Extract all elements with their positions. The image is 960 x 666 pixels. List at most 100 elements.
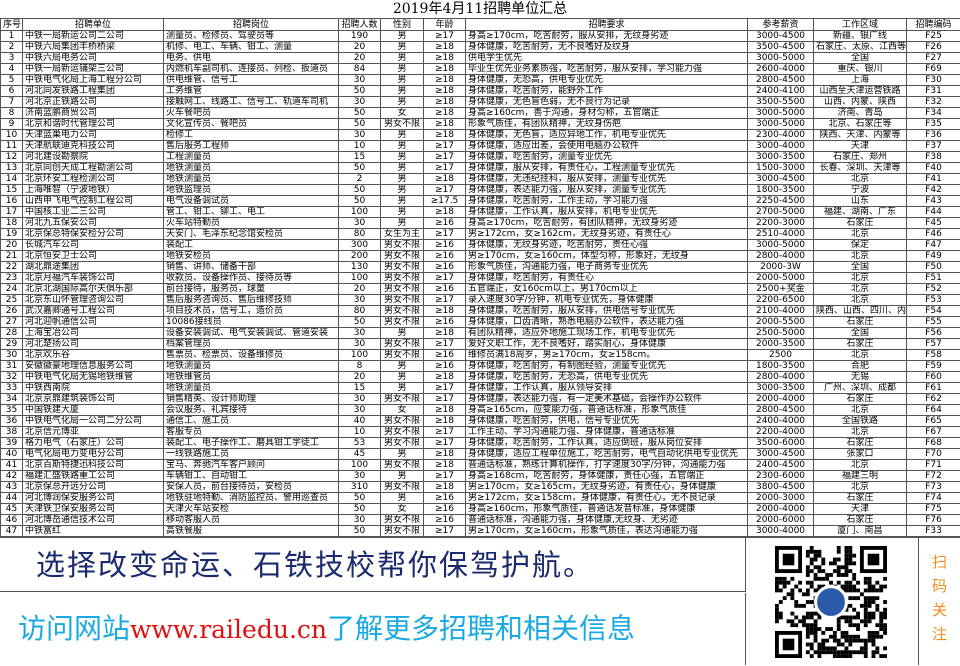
cell-region: 长春、深圳、天津等 xyxy=(814,163,907,174)
cell-salary: 3000-4500 xyxy=(748,31,814,42)
cell-company: 格力电气（石家庄）公司 xyxy=(23,438,164,449)
cell-company: 福建汇盛铁路重工公司 xyxy=(23,471,164,482)
cell-region: 北京 xyxy=(814,295,907,306)
cell-age: ≥16 xyxy=(424,515,466,526)
cell-headcount: 15 xyxy=(339,383,381,394)
cell-region: 北京 xyxy=(814,460,907,471)
cell-index: 20 xyxy=(1,240,23,251)
cell-region: 石家庄 xyxy=(814,339,907,350)
cell-index: 44 xyxy=(1,493,23,504)
cell-age: ≥18 xyxy=(424,372,466,383)
cell-index: 24 xyxy=(1,284,23,295)
slogan-text: 选择改变命运、石铁技校帮你保驾护航。 xyxy=(0,538,746,592)
cell-company: 北京京鼎建筑装饰公司 xyxy=(23,394,164,405)
cell-headcount: 50 xyxy=(339,504,381,515)
cell-gender: 男 xyxy=(381,163,424,174)
cell-age: ≥17 xyxy=(424,438,466,449)
cell-gender: 男 xyxy=(381,152,424,163)
cell-code: F37 xyxy=(907,141,960,152)
cell-position: 销售、讲师、储备干部 xyxy=(164,262,339,273)
cell-age: ≥16 xyxy=(424,218,466,229)
cell-gender: 男 xyxy=(381,449,424,460)
cell-salary: 1500-3000 xyxy=(748,163,814,174)
cell-region: 福建、湖南、广东 xyxy=(814,207,907,218)
cell-headcount: 80 xyxy=(339,306,381,317)
cell-company: 中国铁建大厦 xyxy=(23,405,164,416)
cell-age: ≥17 xyxy=(424,383,466,394)
cell-age: ≥18 xyxy=(424,405,466,416)
cell-index: 6 xyxy=(1,86,23,97)
cell-gender: 女 xyxy=(381,108,424,119)
cell-salary: 2000-3500 xyxy=(748,339,814,350)
cell-index: 17 xyxy=(1,207,23,218)
cell-requirements: 五官端正，女160cm以上，男170cm以上 xyxy=(466,284,748,295)
cell-age: ≥18 xyxy=(424,119,466,130)
cell-index: 23 xyxy=(1,273,23,284)
cell-code: F38 xyxy=(907,152,960,163)
cell-salary: 2200-4000 xyxy=(748,427,814,438)
cell-region: 全国铁路 xyxy=(814,416,907,427)
cell-index: 34 xyxy=(1,394,23,405)
cell-gender: 男 xyxy=(381,75,424,86)
cell-position: 安保人员，前台接待员，安检员 xyxy=(164,482,339,493)
cell-gender: 男女不限 xyxy=(381,515,424,526)
cell-headcount: 130 xyxy=(339,262,381,273)
cell-age: ≥17 xyxy=(424,141,466,152)
website-link[interactable]: www.railedu.cn xyxy=(130,615,327,644)
cell-region: 山东 xyxy=(814,196,907,207)
cell-company: 北京北湖国际高尔夫俱乐部 xyxy=(23,284,164,295)
cell-age: ≥16 xyxy=(424,262,466,273)
cell-requirements: 男≥170cm，女≥160cm，体型匀称，形象好，无纹身 xyxy=(466,251,748,262)
cell-age: ≥17 xyxy=(424,163,466,174)
cell-gender: 女生为主 xyxy=(381,229,424,240)
cell-index: 45 xyxy=(1,504,23,515)
cell-gender: 男女不限 xyxy=(381,482,424,493)
cell-company: 河北迎帆通信公司 xyxy=(23,317,164,328)
cell-position: 10086接线员 xyxy=(164,317,339,328)
cell-company: 中铁富红 xyxy=(23,526,164,537)
cell-gender: 男 xyxy=(381,383,424,394)
follow-char: 码 xyxy=(919,574,960,598)
column-header-code: 招聘编码 xyxy=(907,19,960,31)
cell-salary: 2000-3W xyxy=(748,262,814,273)
cell-region: 山西至天津运营铁路 xyxy=(814,86,907,97)
cell-company: 武汉嘉卿通号工程公司 xyxy=(23,306,164,317)
cell-headcount: 30 xyxy=(339,130,381,141)
cell-gender: 男 xyxy=(381,42,424,53)
cell-position: 前台接待，服务员，球童 xyxy=(164,284,339,295)
cell-position: 一线铁路施工员 xyxy=(164,449,339,460)
cell-requirements: 身高≥165cm，应变能力强，普通话标准，形象气质佳 xyxy=(466,405,748,416)
cell-company: 河北九五保安公司 xyxy=(23,218,164,229)
cell-requirements: 录入速度30字/分钟，机电专业优先，身体健康 xyxy=(466,295,748,306)
cell-salary: 3000-5000 xyxy=(748,119,814,130)
column-header-salary: 参考薪资 xyxy=(748,19,814,31)
cell-salary: 2800-4000 xyxy=(748,372,814,383)
cell-position: 地铁测量员 xyxy=(164,361,339,372)
cell-headcount: 30 xyxy=(339,328,381,339)
cell-gender: 男 xyxy=(381,174,424,185)
cell-index: 30 xyxy=(1,350,23,361)
cell-index: 5 xyxy=(1,75,23,86)
cell-requirements: 身体健康，吃苦耐劳，工作主动，学习能力强 xyxy=(466,196,748,207)
visit-website-text: 访问网站www.railedu.cn了解更多招聘和相关信息 xyxy=(0,593,746,665)
cell-age: ≥18 xyxy=(424,75,466,86)
cell-headcount: 50 xyxy=(339,185,381,196)
cell-index: 11 xyxy=(1,141,23,152)
cell-age: ≥17 xyxy=(424,31,466,42)
cell-index: 2 xyxy=(1,42,23,53)
cell-salary: 2250-4500 xyxy=(748,196,814,207)
